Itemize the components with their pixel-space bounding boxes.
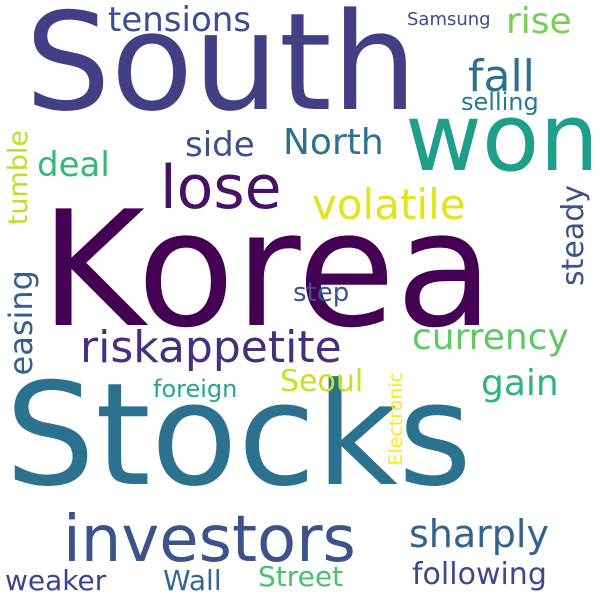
word-weaker: weaker — [5, 564, 107, 597]
word-electronic: Electronic — [385, 372, 407, 466]
word-volatile: volatile — [312, 180, 466, 229]
word-samsung: Samsung — [407, 9, 491, 30]
word-north: North — [283, 122, 384, 163]
word-following: following — [412, 557, 547, 592]
word-steady: steady — [556, 185, 591, 287]
word-tensions: tensions — [108, 0, 252, 40]
word-fall: fall — [468, 51, 535, 102]
word-side: side — [185, 125, 255, 165]
word-sharply: sharply — [409, 512, 549, 556]
word-step: step — [293, 278, 350, 308]
word-selling: selling — [461, 88, 539, 116]
word-south: South — [25, 0, 418, 141]
word-foreign: foreign — [153, 375, 238, 403]
word-rise: rise — [506, 1, 572, 42]
word-riskappetite: riskappetite — [80, 322, 342, 373]
word-lose: lose — [160, 153, 282, 223]
word-gain: gain — [481, 363, 559, 404]
word-seoul: Seoul — [280, 364, 364, 399]
word-stocks: Stocks — [5, 353, 472, 518]
word-investors: investors — [63, 503, 356, 577]
word-currency: currency — [412, 317, 569, 358]
word-deal: deal — [37, 145, 110, 185]
word-easing: easing — [2, 270, 40, 376]
word-korea: Korea — [40, 176, 494, 363]
word-wall: Wall — [163, 564, 222, 597]
word-tumble: tumble — [3, 130, 34, 226]
word-won: won — [405, 84, 599, 193]
word-street: Street — [258, 560, 344, 593]
